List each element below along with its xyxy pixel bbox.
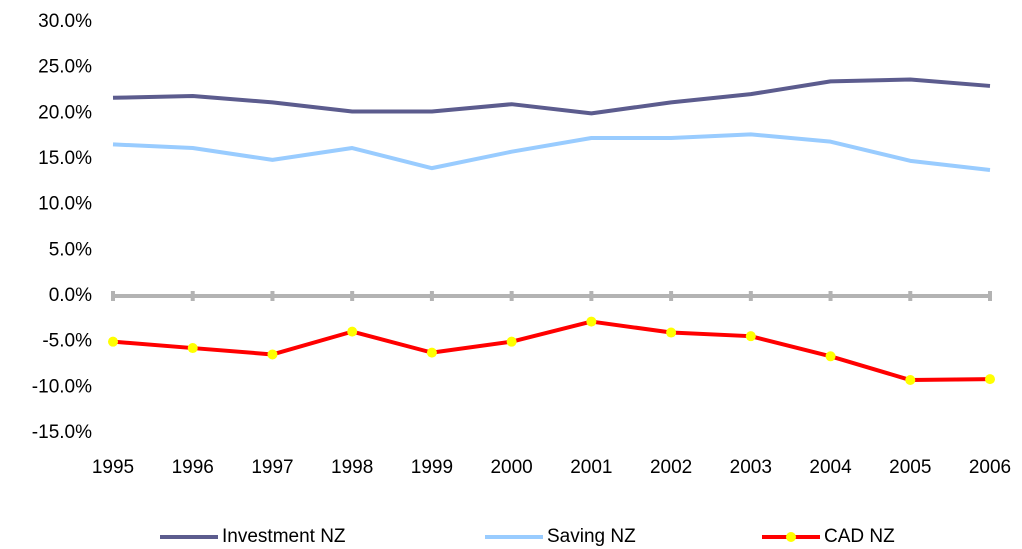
x-tick-label: 1999 [411, 457, 453, 478]
y-tick-label: -5.0% [42, 331, 92, 352]
x-tick-label: 2006 [969, 457, 1011, 478]
x-tick-label: 2000 [490, 457, 532, 478]
series-line [112, 132, 991, 172]
x-tick-label: 1995 [92, 457, 134, 478]
x-tick-label: 2002 [650, 457, 692, 478]
data-point [426, 347, 437, 358]
data-point [586, 316, 597, 327]
x-tick-label: 2004 [809, 457, 852, 478]
y-tick-label: 10.0% [38, 194, 92, 215]
legend-label: CAD NZ [824, 526, 895, 547]
x-tick-label: 1996 [172, 457, 214, 478]
data-point [825, 351, 836, 362]
legend-marker [786, 532, 796, 542]
data-point [187, 343, 198, 354]
series-line [112, 319, 991, 383]
data-point [506, 336, 517, 347]
y-tick-label: 20.0% [38, 102, 92, 123]
x-tick-label: 1997 [251, 457, 293, 478]
data-point [905, 375, 916, 386]
x-tick-label: 2003 [730, 457, 772, 478]
series-line [112, 77, 991, 116]
data-point [745, 331, 756, 342]
legend-label: Investment NZ [222, 526, 346, 547]
y-tick-label: -15.0% [32, 422, 92, 443]
data-point [666, 327, 677, 338]
data-point [108, 336, 118, 347]
data-point [347, 326, 358, 337]
y-tick-label: 30.0% [38, 11, 92, 32]
y-tick-label: -10.0% [32, 376, 92, 397]
x-tick-label: 2005 [889, 457, 931, 478]
y-tick-label: 5.0% [49, 239, 92, 260]
data-point [985, 374, 995, 385]
y-tick-label: 0.0% [49, 285, 92, 306]
x-tick-label: 1998 [331, 457, 373, 478]
y-tick-label: 15.0% [38, 148, 92, 169]
legend-label: Saving NZ [547, 526, 636, 547]
y-tick-label: 25.0% [38, 57, 92, 78]
data-point [267, 349, 278, 360]
x-tick-label: 2001 [570, 457, 612, 478]
